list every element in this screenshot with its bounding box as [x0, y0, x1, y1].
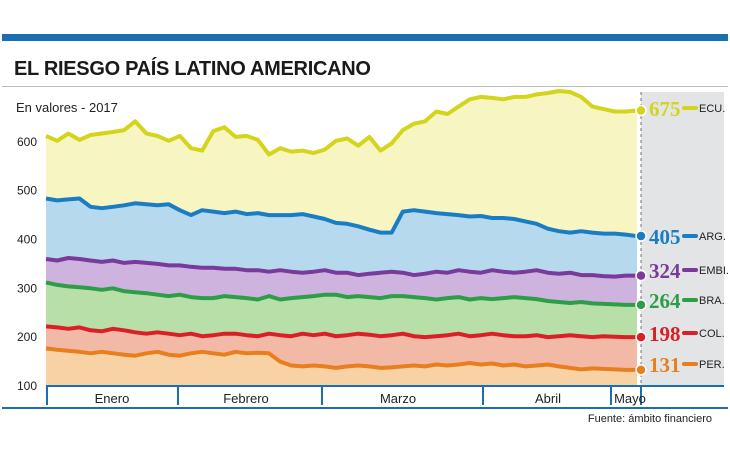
end-marker-embi	[635, 269, 647, 282]
x-tick-label: Mayo	[614, 391, 646, 406]
end-marker-per	[635, 364, 647, 376]
y-tick-label: 500	[17, 184, 37, 198]
line-ecu	[45, 89, 638, 157]
y-tick-label: 100	[17, 379, 37, 393]
legend-label-ecu: ECU.	[699, 103, 725, 115]
value-label-col: 198	[649, 322, 681, 346]
end-marker-ecu	[635, 104, 647, 117]
legend-label-col: COL.	[699, 328, 725, 340]
value-label-bra: 264	[649, 289, 681, 313]
latest-period-panel	[641, 92, 724, 385]
value-label-per: 131	[649, 353, 681, 377]
line-per	[45, 346, 637, 372]
title-divider	[2, 86, 728, 87]
line-bra	[45, 280, 637, 307]
legend-label-arg: ARG.	[699, 231, 726, 243]
y-tick-label: 300	[17, 281, 37, 295]
end-marker-arg	[635, 230, 647, 242]
y-tick-label: 400	[17, 233, 37, 247]
area-per	[46, 348, 637, 385]
line-arg	[45, 196, 638, 239]
x-tick-label: Abril	[535, 391, 561, 406]
value-label-arg: 405	[649, 225, 681, 249]
legend-label-embi: EMBI.	[699, 265, 729, 277]
legend-label-bra: BRA.	[699, 295, 725, 307]
end-marker-col	[635, 331, 647, 343]
source-note: Fuente: ámbito financiero	[587, 413, 712, 425]
top-rule	[2, 34, 728, 41]
y-tick-label: 200	[17, 330, 37, 344]
x-tick-label: Marzo	[380, 391, 416, 406]
line-col	[45, 324, 637, 340]
x-tick-label: Febrero	[223, 391, 269, 406]
x-tick-label: Enero	[95, 391, 130, 406]
chart-title: EL RIESGO PAÍS LATINO AMERICANO	[14, 58, 371, 80]
value-label-embi: 324	[649, 259, 681, 283]
end-marker-bra	[635, 299, 647, 311]
chart-subtitle: En valores - 2017	[16, 100, 118, 115]
value-label-ecu: 675	[649, 97, 681, 121]
line-embi	[45, 256, 637, 279]
y-tick-label: 600	[17, 135, 37, 149]
bottom-rule	[2, 407, 728, 409]
legend-label-per: PER.	[699, 359, 725, 371]
